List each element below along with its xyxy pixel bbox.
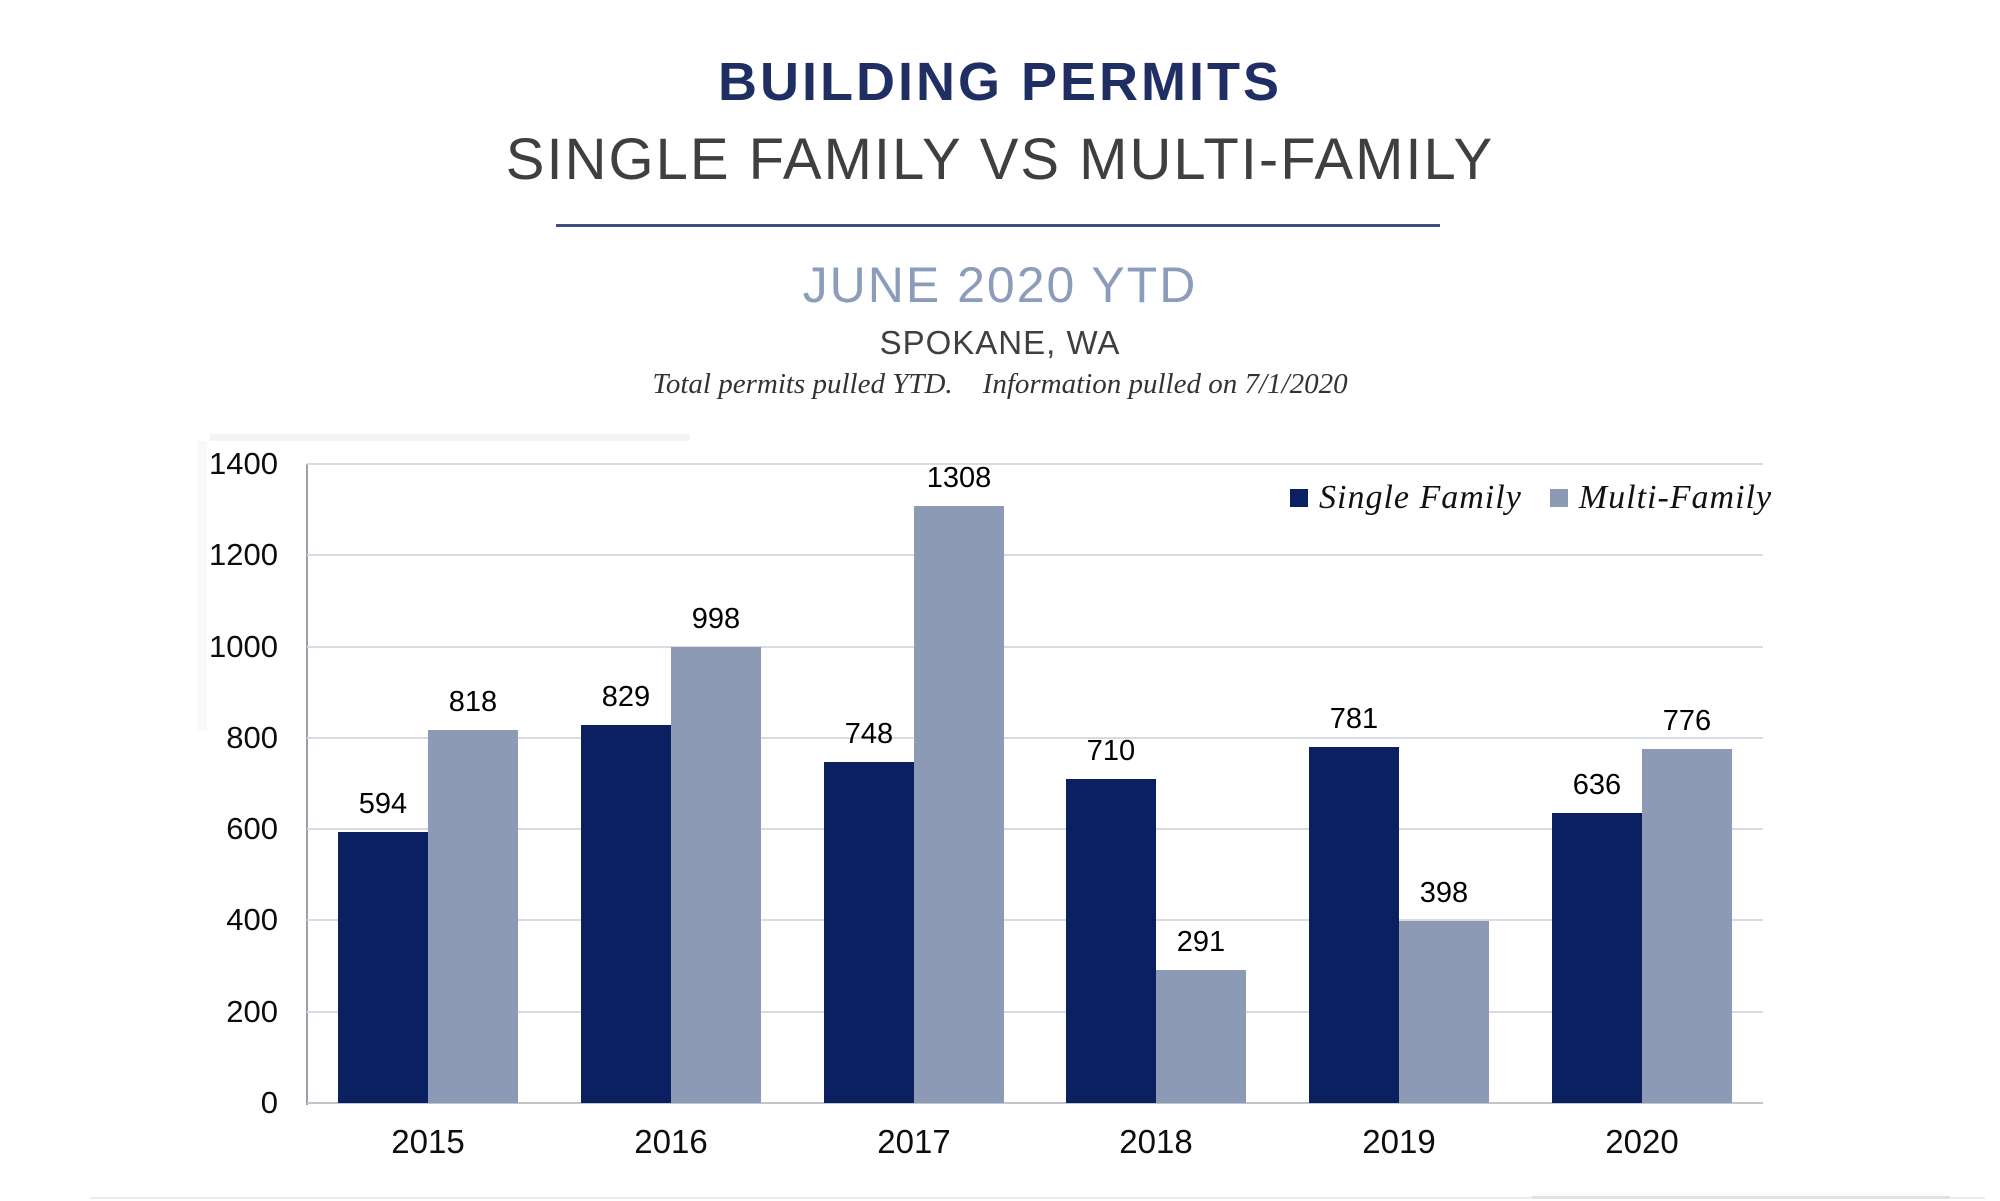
source-note: Total permits pulled YTD. Information pul… bbox=[0, 366, 2000, 402]
bar-multi-family-2018 bbox=[1156, 970, 1246, 1103]
bar-value-label: 291 bbox=[1176, 926, 1226, 958]
bar-value-label: 818 bbox=[448, 686, 498, 718]
gridline bbox=[307, 646, 1763, 648]
bar-value-label: 710 bbox=[1086, 735, 1136, 767]
bar-single-family-2018 bbox=[1066, 779, 1156, 1103]
source-note-right: Information pulled on 7/1/2020 bbox=[982, 368, 1348, 400]
bar-value-label: 998 bbox=[691, 603, 741, 635]
chart-legend: Single Family Multi-Family bbox=[1290, 478, 1772, 518]
bar-value-label: 781 bbox=[1329, 703, 1379, 735]
gridline bbox=[307, 828, 1763, 830]
bar-multi-family-2019 bbox=[1399, 921, 1489, 1103]
ghost-strip-horizontal bbox=[210, 434, 690, 441]
bar-multi-family-2020 bbox=[1642, 749, 1732, 1103]
bar-single-family-2020 bbox=[1552, 813, 1642, 1103]
bar-value-label: 1308 bbox=[926, 462, 992, 494]
bar-multi-family-2017 bbox=[914, 506, 1004, 1103]
x-axis-label-2018: 2018 bbox=[1119, 1123, 1193, 1160]
bar-single-family-2017 bbox=[824, 762, 914, 1103]
gridline bbox=[307, 737, 1763, 739]
bar-value-label: 829 bbox=[601, 681, 651, 713]
y-tick-label: 400 bbox=[226, 902, 278, 937]
title-divider bbox=[556, 224, 1440, 227]
bar-value-label: 776 bbox=[1662, 705, 1712, 737]
legend-label-single-family: Single Family bbox=[1319, 479, 1522, 516]
x-axis-label-2016: 2016 bbox=[634, 1123, 708, 1160]
bar-single-family-2019 bbox=[1309, 747, 1399, 1103]
x-axis-label-2019: 2019 bbox=[1362, 1123, 1436, 1160]
bar-multi-family-2016 bbox=[671, 647, 761, 1103]
bar-value-label: 594 bbox=[358, 788, 408, 820]
y-tick-label: 800 bbox=[226, 720, 278, 755]
gridline bbox=[307, 463, 1763, 465]
gridline bbox=[307, 554, 1763, 556]
bar-multi-family-2015 bbox=[428, 730, 518, 1103]
gridline bbox=[307, 919, 1763, 921]
page-title: BUILDING PERMITS bbox=[717, 52, 1282, 112]
period-label: JUNE 2020 YTD bbox=[802, 257, 1198, 313]
y-tick-label: 0 bbox=[260, 1085, 278, 1120]
legend-swatch-single-family bbox=[1290, 489, 1308, 507]
x-axis-label-2017: 2017 bbox=[877, 1123, 951, 1160]
x-axis-label-2020: 2020 bbox=[1605, 1123, 1679, 1160]
y-tick-label: 1000 bbox=[209, 629, 278, 664]
source-note-left: Total permits pulled YTD. bbox=[652, 368, 953, 400]
bar-single-family-2016 bbox=[581, 725, 671, 1103]
y-axis-line bbox=[306, 464, 308, 1105]
ghost-strip-vertical bbox=[197, 441, 207, 731]
x-axis-label-2015: 2015 bbox=[391, 1123, 465, 1160]
bar-value-label: 636 bbox=[1572, 769, 1622, 801]
bar-single-family-2015 bbox=[338, 832, 428, 1103]
legend-item-single-family: Single Family bbox=[1290, 478, 1522, 518]
page-subtitle: SINGLE FAMILY VS MULTI-FAMILY bbox=[505, 127, 1495, 192]
bar-value-label: 398 bbox=[1419, 877, 1469, 909]
y-tick-label: 1200 bbox=[209, 537, 278, 572]
y-tick-label: 600 bbox=[226, 811, 278, 846]
y-tick-label: 200 bbox=[226, 994, 278, 1029]
location-label: SPOKANE, WA bbox=[879, 324, 1121, 361]
bottom-rule bbox=[90, 1197, 1985, 1199]
legend-swatch-multi-family bbox=[1549, 489, 1568, 507]
legend-label-multi-family: Multi-Family bbox=[1578, 479, 1773, 516]
x-axis-baseline bbox=[307, 1102, 1763, 1104]
bar-value-label: 748 bbox=[844, 718, 894, 750]
gridline bbox=[307, 1011, 1763, 1013]
bottom-rule-dark-segment bbox=[1532, 1196, 1950, 1199]
legend-item-multi-family: Multi-Family bbox=[1549, 478, 1773, 518]
y-tick-label: 1400 bbox=[209, 446, 278, 481]
